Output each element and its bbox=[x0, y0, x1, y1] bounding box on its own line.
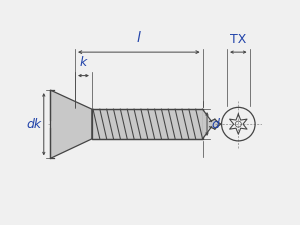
Polygon shape bbox=[92, 109, 202, 139]
Text: k: k bbox=[80, 56, 87, 69]
Text: dk: dk bbox=[26, 118, 41, 131]
Polygon shape bbox=[202, 109, 221, 139]
Text: d: d bbox=[212, 117, 219, 130]
Polygon shape bbox=[50, 90, 92, 158]
Text: TX: TX bbox=[230, 33, 247, 46]
Text: l: l bbox=[137, 31, 141, 45]
